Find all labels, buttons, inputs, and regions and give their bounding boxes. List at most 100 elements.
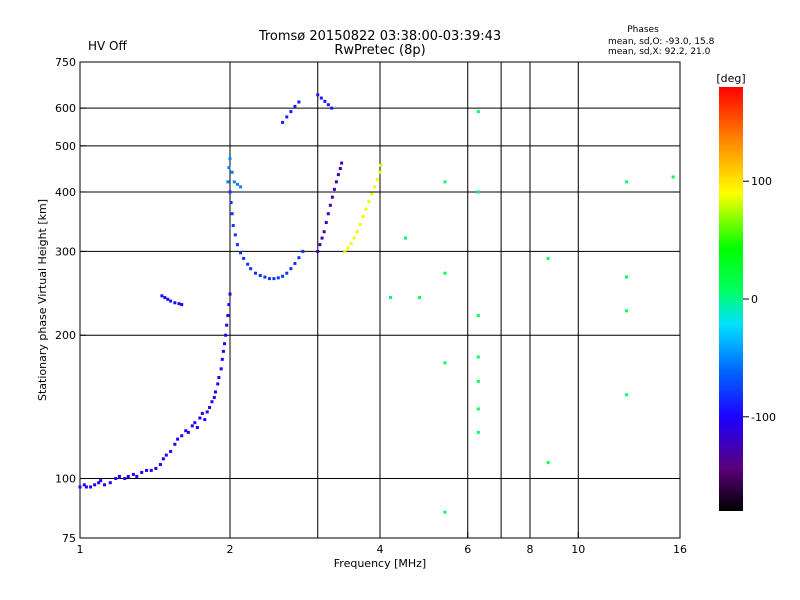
colorbar-unit-label: [deg] <box>716 72 745 85</box>
echo-point <box>230 212 234 216</box>
colorbar-tick-label: 100 <box>751 175 772 188</box>
echo-point <box>253 271 257 275</box>
echo-point <box>229 201 233 205</box>
echo-point <box>239 185 243 189</box>
echo-point <box>389 296 393 300</box>
echo-point <box>334 180 338 184</box>
echo-point <box>281 120 285 124</box>
echo-point <box>367 199 371 203</box>
echo-point <box>164 453 168 457</box>
echo-point <box>343 249 347 253</box>
echo-point <box>355 230 359 234</box>
echo-point <box>213 390 217 394</box>
phase-colorbar <box>719 87 743 511</box>
y-tick-label: 200 <box>55 329 76 342</box>
echo-point <box>546 461 550 465</box>
echo-point <box>546 256 550 260</box>
echo-point <box>324 221 328 225</box>
echo-point <box>158 463 162 467</box>
echo-point <box>316 93 320 97</box>
phase-stats-title: Phases <box>627 25 659 35</box>
x-tick-label: 1 <box>77 543 84 556</box>
y-tick-label: 750 <box>55 56 76 69</box>
echo-point <box>200 411 204 415</box>
echo-point <box>235 182 239 186</box>
echo-point <box>443 271 447 275</box>
echo-point <box>154 466 158 470</box>
echo-point <box>216 382 220 386</box>
echo-point <box>108 481 112 485</box>
echo-point <box>276 276 280 280</box>
echo-point <box>297 100 301 104</box>
echo-point <box>322 230 326 234</box>
echo-point <box>82 483 86 487</box>
echo-point <box>289 110 293 114</box>
phase-stats-x: mean, sd,X: 92.2, 21.0 <box>608 47 711 57</box>
echo-point <box>403 236 407 240</box>
echo-point <box>364 207 368 211</box>
echo-point <box>228 157 232 161</box>
echo-point <box>289 267 293 271</box>
echo-point <box>263 275 267 279</box>
echo-point <box>272 277 276 281</box>
echo-point <box>330 106 334 110</box>
echo-point <box>443 361 447 365</box>
echo-point <box>443 180 447 184</box>
grid-lines <box>80 62 680 538</box>
echo-point <box>346 246 350 250</box>
echo-point <box>242 256 246 260</box>
y-tick-label: 100 <box>55 473 76 486</box>
colorbar-tick-label: -100 <box>751 411 776 424</box>
echo-point <box>84 485 88 489</box>
chart-subtitle: RwPretec (8p) <box>334 43 425 58</box>
echo-point <box>135 474 139 478</box>
y-tick-label: 500 <box>55 140 76 153</box>
echo-point <box>184 429 188 433</box>
echo-point <box>149 468 153 472</box>
echo-point <box>114 477 118 481</box>
echo-point <box>297 256 301 260</box>
echo-point <box>205 410 209 414</box>
echo-point <box>131 472 135 476</box>
echo-point <box>352 236 356 240</box>
echo-point <box>239 251 243 255</box>
echo-point <box>358 222 362 226</box>
echo-point <box>379 163 383 167</box>
echo-point <box>316 249 320 253</box>
y-tick-label: 75 <box>62 532 76 545</box>
echo-point <box>625 180 629 184</box>
echo-point <box>332 187 336 191</box>
echo-point <box>267 277 271 281</box>
hv-status-label: HV Off <box>88 39 127 53</box>
echo-point <box>476 430 480 434</box>
phase-stats-o: mean, sd,O: -93.0, 15.8 <box>608 37 715 47</box>
echo-point <box>326 103 330 107</box>
echo-point <box>476 110 480 114</box>
echo-point <box>476 379 480 383</box>
echo-point <box>190 424 194 428</box>
echo-point <box>378 170 382 174</box>
x-tick-label: 2 <box>227 543 234 556</box>
echo-point <box>212 395 216 399</box>
echo-point <box>361 215 365 219</box>
echo-point <box>78 485 82 489</box>
echo-point <box>319 96 323 100</box>
echo-point <box>176 437 180 441</box>
echo-point <box>671 175 675 179</box>
echo-point <box>625 393 629 397</box>
echo-point <box>326 212 330 216</box>
echo-point <box>476 355 480 359</box>
echo-point <box>180 434 184 438</box>
y-axis-label: Stationary phase Virtual Height [km] <box>36 199 49 401</box>
echo-point <box>226 180 230 184</box>
echo-point <box>235 243 239 247</box>
echo-point <box>117 474 121 478</box>
echo-point <box>225 323 229 327</box>
axis-tick-labels: 1 2 4 6 8 10 16 75 100 200 300 400 500 600 750 <box>55 56 687 556</box>
echo-point <box>230 170 234 174</box>
echo-point <box>476 314 480 318</box>
echo-point <box>166 297 170 301</box>
echo-point <box>231 224 235 228</box>
echo-point <box>186 430 190 434</box>
